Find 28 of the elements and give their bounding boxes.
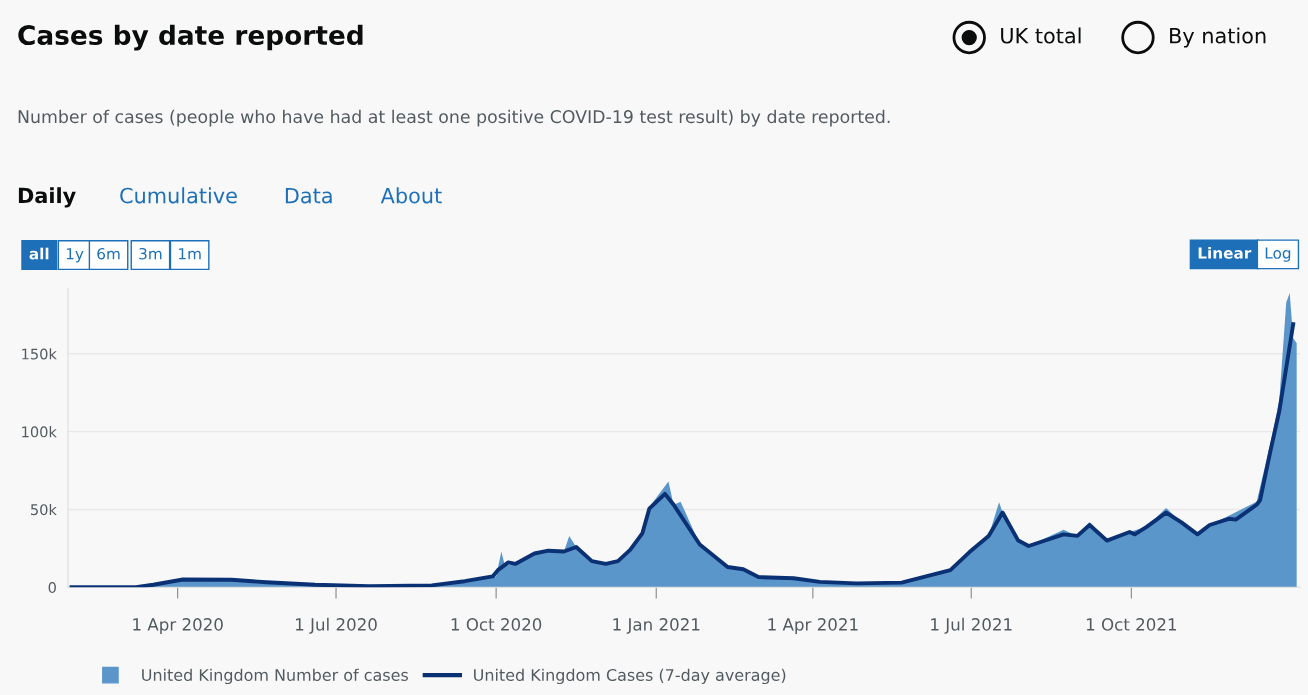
x-tick-label: 1 Jul 2020 (295, 617, 377, 634)
text: 1y (66, 248, 84, 263)
text: Daily (18, 187, 76, 208)
text: About (380, 187, 442, 204)
text: UK total (1001, 27, 1081, 44)
text: Linear (1198, 246, 1252, 259)
y-tick-label: 100k (22, 426, 57, 438)
y-tick-label: 0 (48, 581, 56, 594)
x-tick-label: 1 Oct 2021 (1086, 618, 1177, 631)
y-tick-label: 150k (22, 348, 57, 360)
text: By nation (1170, 27, 1266, 48)
y-tick-label: 50k (31, 503, 57, 516)
x-tick-label: 1 Apr 2020 (133, 618, 223, 634)
text: Log (1265, 247, 1291, 262)
text: 3m (139, 247, 162, 260)
chart-subtitle: Number of cases (people who have had at least one positive COVID-19 test result) by date reported. (18, 109, 890, 127)
x-tick-label: 1 Oct 2020 (451, 618, 542, 631)
x-tick-label: 1 Apr 2021 (768, 618, 858, 634)
chart-title: Cases by date reported (18, 24, 363, 51)
legend-label: United Kingdom Number of cases (142, 668, 409, 685)
text: 1m (179, 248, 201, 260)
x-tick-label: 1 Jul 2021 (931, 617, 1012, 634)
text: all (29, 247, 49, 260)
x-tick-label: 1 Jan 2021 (613, 618, 700, 634)
text: Data (285, 187, 332, 204)
text: 6m (97, 247, 120, 260)
text: Cumulative (120, 187, 237, 204)
legend-label: United Kingdom Cases (7-day average) (474, 668, 786, 685)
